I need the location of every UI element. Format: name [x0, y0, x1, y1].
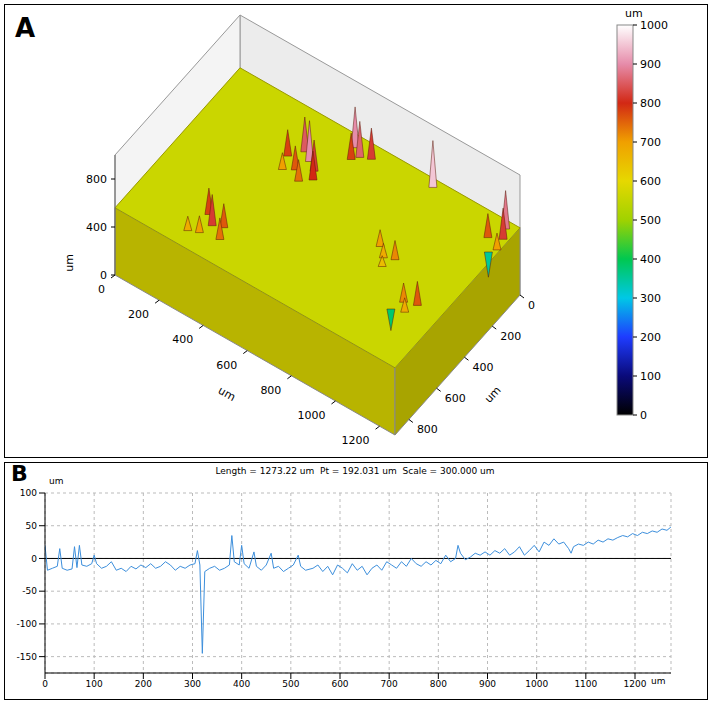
svg-text:400: 400	[233, 679, 250, 689]
svg-text:800: 800	[86, 173, 107, 186]
svg-text:400: 400	[172, 333, 193, 346]
html-text:um: um	[49, 476, 64, 486]
svg-text:600: 600	[445, 392, 466, 405]
svg-text:200: 200	[640, 331, 661, 344]
svg-text:0: 0	[31, 554, 37, 564]
svg-text:0: 0	[98, 283, 105, 296]
svg-text:700: 700	[381, 679, 398, 689]
svg-text:500: 500	[640, 214, 661, 227]
svg-text:600: 600	[216, 359, 237, 372]
svg-text:300: 300	[184, 679, 201, 689]
svg-text:1000: 1000	[640, 19, 668, 32]
svg-text:100: 100	[640, 370, 661, 383]
svg-text:50: 50	[26, 521, 38, 531]
svg-text:0: 0	[640, 409, 647, 422]
svg-text:400: 400	[86, 221, 107, 234]
svg-text:900: 900	[479, 679, 496, 689]
svg-text:0: 0	[42, 679, 48, 689]
svg-text:0: 0	[100, 269, 107, 282]
svg-text:um: um	[625, 7, 643, 20]
svg-text:um: um	[216, 384, 238, 404]
svg-text:1000: 1000	[525, 679, 548, 689]
svg-text:100: 100	[86, 679, 103, 689]
svg-text:300: 300	[640, 292, 661, 305]
svg-text:1200: 1200	[342, 434, 370, 447]
html-text:um: um	[651, 676, 666, 686]
svg-text:0: 0	[528, 299, 535, 312]
svg-text:A: A	[15, 13, 35, 43]
svg-text:100: 100	[20, 488, 37, 498]
svg-text:-50: -50	[22, 586, 37, 596]
svg-text:1200: 1200	[624, 679, 647, 689]
svg-text:800: 800	[417, 423, 438, 436]
svg-text:400: 400	[472, 361, 493, 374]
svg-text:1000: 1000	[297, 409, 325, 422]
svg-text:um: um	[63, 254, 76, 272]
svg-text:um: um	[482, 384, 503, 406]
svg-text:200: 200	[500, 330, 521, 343]
svg-text:200: 200	[135, 679, 152, 689]
svg-text:600: 600	[640, 175, 661, 188]
html-text:Length = 1273.22 um Pt = 192.0: Length = 1273.22 um Pt = 192.031 um Scal…	[215, 466, 495, 476]
svg-text:1100: 1100	[574, 679, 597, 689]
svg-text:900: 900	[640, 58, 661, 71]
html-text:B: B	[11, 461, 28, 486]
svg-text:500: 500	[282, 679, 299, 689]
svg-text:800: 800	[430, 679, 447, 689]
svg-text:700: 700	[640, 136, 661, 149]
svg-text:-150: -150	[17, 652, 38, 662]
svg-text:400: 400	[640, 253, 661, 266]
svg-text:600: 600	[331, 679, 348, 689]
svg-text:200: 200	[128, 308, 149, 321]
svg-text:800: 800	[260, 384, 281, 397]
svg-text:-100: -100	[17, 619, 38, 629]
svg-text:800: 800	[640, 97, 661, 110]
